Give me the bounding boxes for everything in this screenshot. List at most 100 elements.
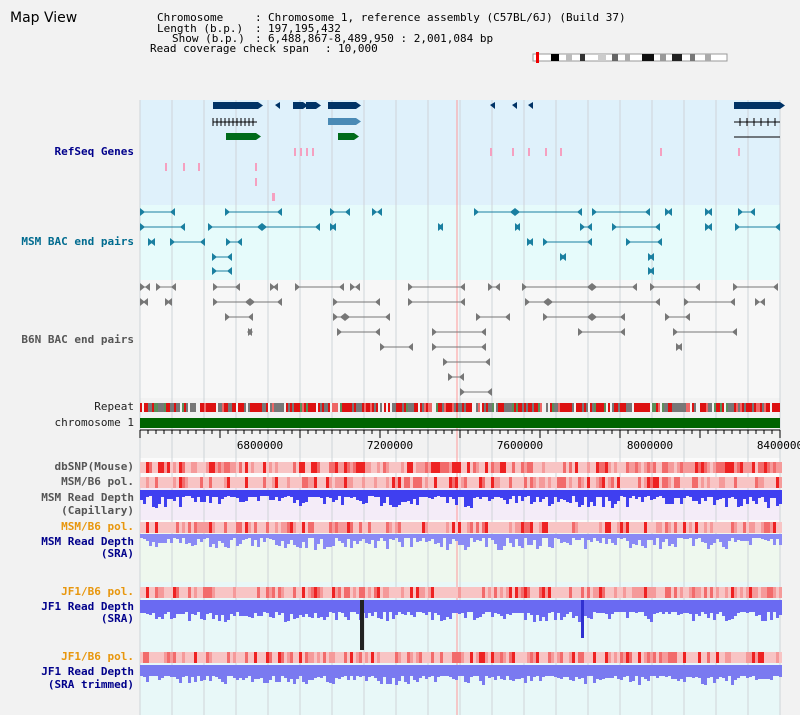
track-label-msm-b6-pol-2[interactable]: MSM/B6 pol.: [61, 520, 134, 533]
msm-sra-depth-bar: [743, 534, 746, 541]
msm-sra-depth-bar: [776, 534, 779, 539]
dbsnp-cell: [380, 462, 383, 473]
msm-sra-depth-bar: [539, 534, 542, 546]
jf1-sra-depth-bar: [263, 600, 266, 612]
pol-cell: [695, 477, 698, 488]
pol-cell: [314, 587, 317, 598]
jf1-sra-depth-bar: [371, 600, 374, 616]
dbsnp-cell: [242, 462, 245, 473]
pol-cell: [689, 652, 692, 663]
track-label-msm-bac[interactable]: MSM BAC end pairs: [21, 235, 134, 248]
msm-sra-depth-bar: [212, 534, 215, 544]
repeat-segment: [668, 403, 670, 412]
b6n-bac-end: [156, 283, 161, 291]
dbsnp-cell: [737, 462, 740, 473]
pol-cell: [458, 477, 461, 488]
msm-cap-depth-bar: [497, 490, 500, 497]
pol-cell: [563, 477, 566, 488]
msm-sra-depth-bar: [506, 534, 509, 538]
repeat-segment: [248, 403, 250, 412]
pol-cell: [485, 652, 488, 663]
repeat-segment: [720, 403, 722, 412]
repeat-segment: [452, 403, 454, 412]
b6n-bac-end: [481, 328, 486, 336]
pol-cell: [383, 522, 386, 533]
dbsnp-cell: [644, 462, 647, 473]
dbsnp-cell: [638, 462, 641, 473]
pol-cell: [545, 522, 548, 533]
jf1-sra-depth-bar: [347, 600, 350, 620]
track-label-jf1-depth-trim-1[interactable]: JF1 Read Depth: [41, 665, 134, 678]
track-label-msm-depth-cap-1[interactable]: MSM Read Depth: [41, 491, 134, 504]
pol-cell: [548, 477, 551, 488]
jf1-trim-depth-bar: [266, 665, 269, 683]
msm-sra-depth-bar: [395, 534, 398, 538]
pol-cell: [572, 587, 575, 598]
repeat-segment: [636, 403, 638, 412]
track-label-jf1-b6-pol-2[interactable]: JF1/B6 pol.: [61, 650, 134, 663]
jf1-trim-depth-bar: [767, 665, 770, 679]
dbsnp-cell: [566, 462, 569, 473]
repeat-segment: [282, 403, 284, 412]
repeat-segment: [142, 403, 144, 412]
msm-sra-depth-bar: [641, 534, 644, 546]
dbsnp-cell: [701, 462, 704, 473]
track-label-refseq-genes[interactable]: RefSeq Genes: [54, 145, 134, 158]
pol-cell: [410, 522, 413, 533]
repeat-segment: [374, 403, 376, 412]
pol-cell: [257, 477, 260, 488]
jf1-sra-depth-bar: [440, 600, 443, 621]
msm-cap-depth-bar: [146, 490, 149, 497]
b6n-bac-end: [270, 283, 275, 291]
repeat-segment: [380, 403, 382, 412]
msm-cap-depth-bar: [455, 490, 458, 505]
pol-cell: [593, 477, 596, 488]
jf1-sra-depth-bar: [164, 600, 167, 614]
msm-sra-depth-bar: [239, 534, 242, 544]
pol-cell: [314, 652, 317, 663]
msm-cap-depth-bar: [272, 490, 275, 500]
dbsnp-cell: [770, 462, 773, 473]
repeat-segment: [604, 403, 606, 412]
jf1-trim-depth-bar: [413, 665, 416, 680]
jf1-trim-depth-bar: [515, 665, 518, 679]
track-label-jf1-b6-pol-1[interactable]: JF1/B6 pol.: [61, 585, 134, 598]
track-label-msm-depth-sra-1[interactable]: MSM Read Depth: [41, 535, 134, 548]
pol-cell: [662, 652, 665, 663]
chromosome-sep: :: [255, 11, 262, 24]
repeat-segment: [732, 403, 734, 412]
dbsnp-cell: [224, 462, 227, 473]
msm-sra-depth-bar: [704, 534, 707, 543]
pol-cell: [584, 477, 587, 488]
track-label-repeat[interactable]: Repeat: [94, 400, 134, 413]
jf1-sra-depth-bar: [650, 600, 653, 622]
repeat-segment: [502, 403, 504, 412]
repeat-segment: [500, 403, 502, 412]
pol-cell: [569, 522, 572, 533]
msm-sra-depth-bar: [713, 534, 716, 543]
pol-cell: [209, 522, 212, 533]
msm-sra-depth-bar: [458, 534, 461, 545]
repeat-segment: [214, 403, 216, 412]
track-label-chromosome[interactable]: chromosome 1: [54, 416, 134, 429]
jf1-sra-depth-bar: [398, 600, 401, 612]
track-label-msm-b6-pol-1[interactable]: MSM/B6 pol.: [61, 475, 134, 488]
dbsnp-cell: [647, 462, 650, 473]
msm-sra-depth-bar: [338, 534, 341, 541]
repeat-segment: [254, 403, 256, 412]
msm-bac-end: [543, 238, 548, 246]
pol-cell: [257, 522, 260, 533]
track-label-jf1-depth-sra-1[interactable]: JF1 Read Depth: [41, 600, 134, 613]
msm-sra-depth-bar: [731, 534, 734, 538]
msm-sra-depth-bar: [533, 534, 536, 540]
track-label-b6n-bac[interactable]: B6N BAC end pairs: [21, 333, 134, 346]
track-label-dbsnp[interactable]: dbSNP(Mouse): [54, 460, 134, 473]
pol-cell: [608, 477, 611, 488]
jf1-trim-depth-bar: [383, 665, 386, 677]
chromosome-ideogram[interactable]: [532, 52, 728, 63]
repeat-segment: [672, 403, 674, 412]
b6n-bac-end: [448, 373, 453, 381]
pol-cell: [434, 522, 437, 533]
